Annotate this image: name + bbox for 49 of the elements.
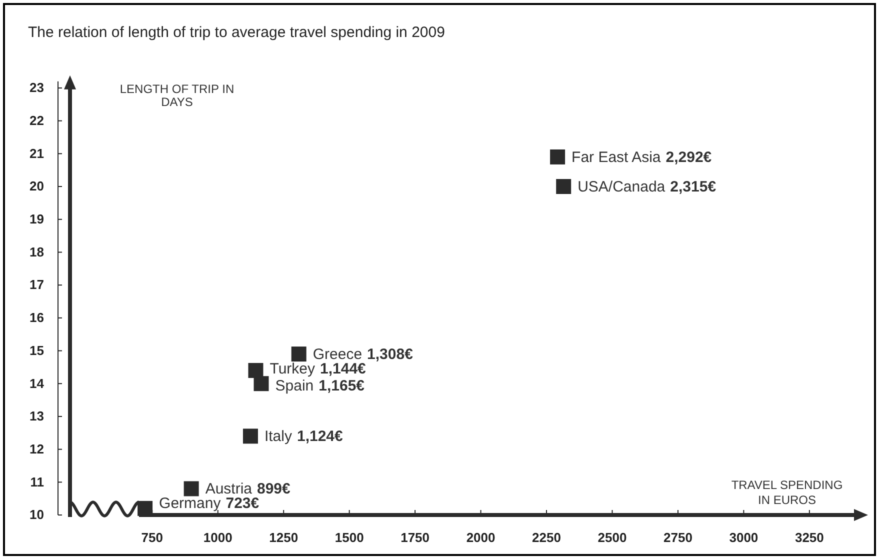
y-tick-label: 11 [30, 474, 44, 490]
y-tick-label: 15 [30, 342, 44, 358]
annotation: 1,124€ [296, 428, 344, 446]
point [254, 376, 269, 392]
y-tick-label: 13 [30, 408, 44, 424]
x-tick-label: 750 [141, 530, 163, 546]
x-tick-label: 3250 [794, 530, 824, 546]
x-tick-label: 2500 [598, 530, 627, 546]
y-tick-label: 22 [30, 112, 44, 128]
annotation: 899€ [257, 480, 292, 498]
x-tick-label: 1000 [203, 530, 232, 546]
point [248, 362, 264, 378]
annotation: 2,292€ [666, 148, 712, 166]
x-tick-label: 1250 [269, 530, 298, 546]
annotation: 723€ [226, 495, 260, 512]
x-tick-label: 3000 [729, 530, 758, 546]
annotation: 1,308€ [367, 346, 414, 364]
point [556, 179, 572, 194]
y-tick-label: 14 [30, 376, 45, 391]
series-label: Spain [275, 378, 314, 395]
series-label: USA/Canada [578, 178, 666, 196]
y-tick-label: 19 [30, 212, 44, 227]
x-tick-label: 1500 [334, 530, 364, 546]
x-axis-title: TRAVEL SPENDING IN EUROS [731, 478, 843, 507]
series-label: Far East Asia [572, 148, 662, 166]
x-tick-label: 2250 [532, 530, 561, 546]
y-tick-label: 23 [30, 80, 44, 96]
point [184, 481, 199, 496]
series-label: Austria [205, 480, 253, 498]
y-tick-label: 20 [30, 178, 44, 194]
series-label: Italy [264, 428, 292, 446]
y-axis-title: LENGTH OF TRIP IN DAYS [120, 82, 234, 109]
x-tick-label: 2000 [466, 530, 496, 546]
annotation: 1,165€ [318, 378, 366, 395]
y-tick-label: 18 [30, 244, 44, 260]
y-tick-label: 16 [30, 310, 44, 326]
y-tick-label: 12 [30, 441, 44, 456]
y-tick-label: 17 [30, 277, 44, 292]
y-tick-label: 10 [30, 507, 44, 522]
x-tick-label: 2750 [664, 530, 692, 546]
y-tick-label: 21 [30, 146, 44, 161]
chart-title: The relation of length of trip to average travel spending in 2009 [28, 24, 445, 41]
point [291, 346, 306, 362]
annotation: 2,315€ [670, 178, 717, 196]
point [242, 428, 258, 444]
point [138, 500, 153, 516]
x-tick-label: 1750 [400, 530, 430, 546]
legend-label: Germany [159, 495, 222, 512]
point [550, 149, 566, 164]
